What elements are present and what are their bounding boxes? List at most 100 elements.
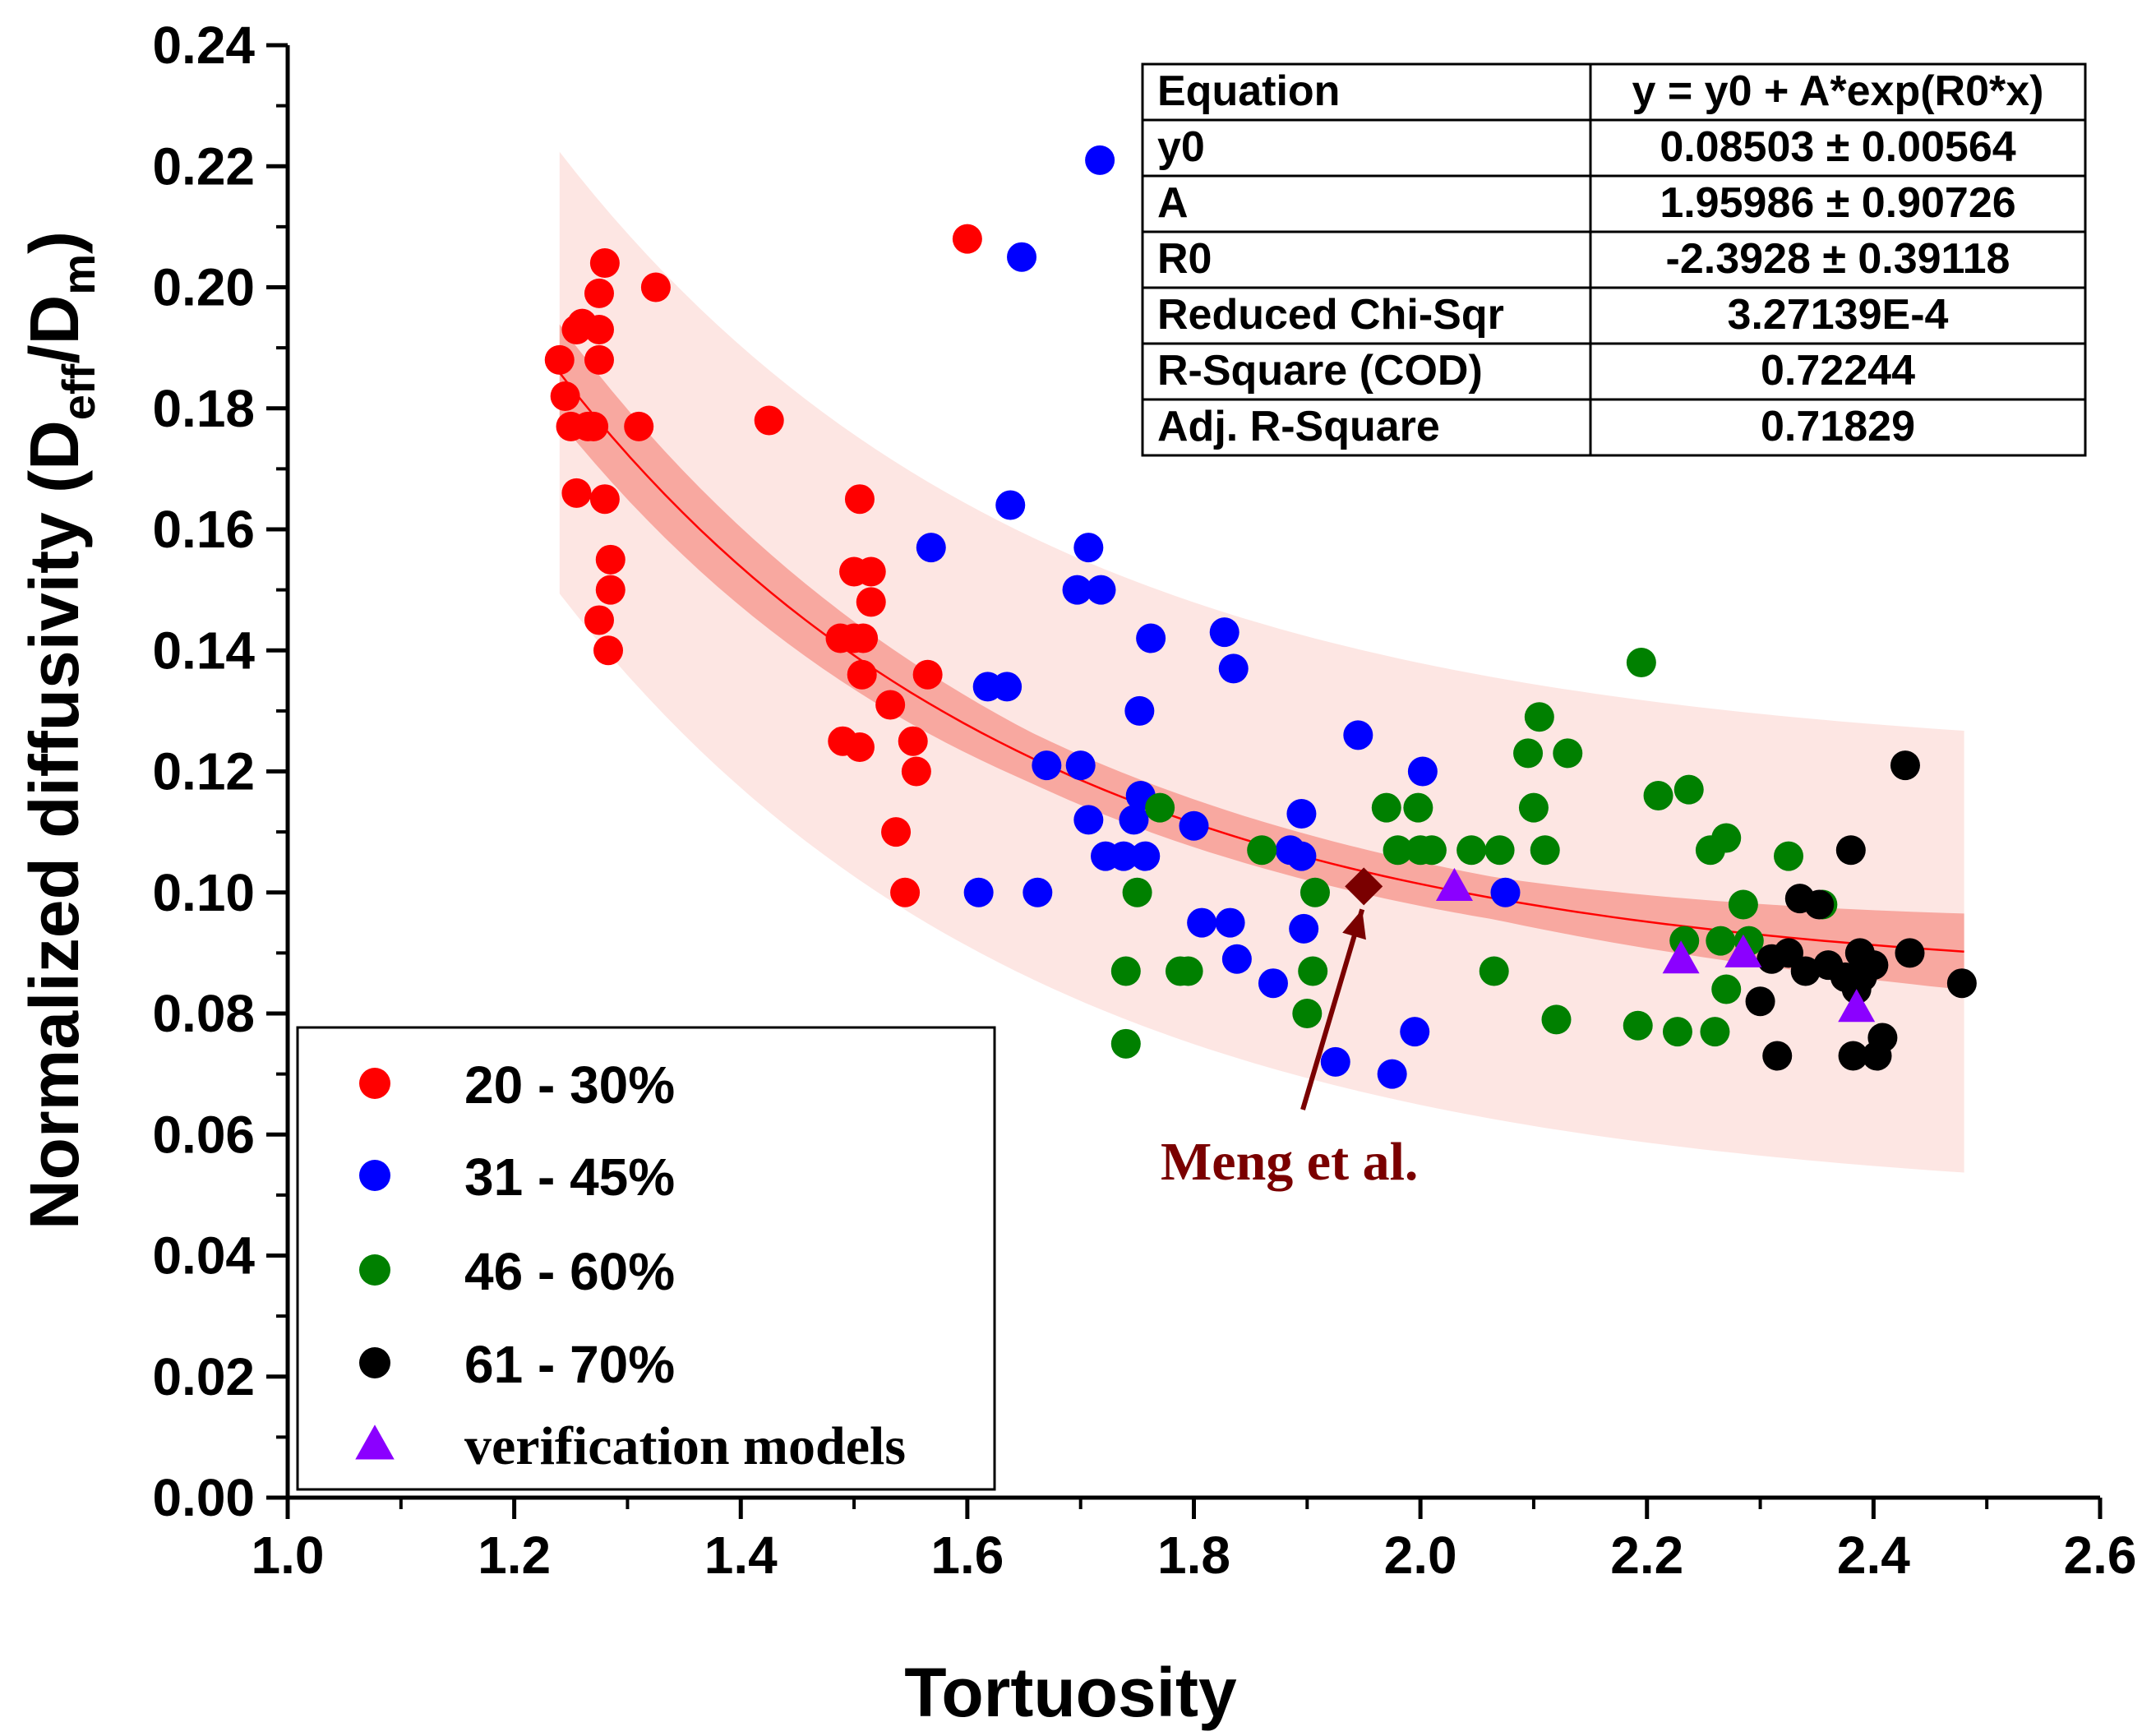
data-point <box>550 381 580 412</box>
data-point <box>898 726 928 756</box>
data-point <box>912 659 943 690</box>
data-point <box>1130 841 1161 871</box>
fit-table-value: 0.72244 <box>1761 347 1915 395</box>
data-point <box>1541 1004 1572 1035</box>
y-title-mid: /D <box>16 295 93 364</box>
x-tick-label: 1.6 <box>930 1526 1004 1585</box>
data-point <box>844 484 875 515</box>
axes: 1.0 1.2 1.4 1.6 1.8 2.0 2.2 2.4 2.6 0.00 0.02 0.04 0… <box>16 16 2136 1731</box>
data-point <box>754 405 784 436</box>
data-point <box>1711 974 1742 1004</box>
triangle-point <box>1435 867 1473 901</box>
y-title-sub-eff: eff <box>53 363 104 420</box>
data-point <box>1286 841 1317 871</box>
fit-table-key: Equation <box>1157 67 1340 115</box>
data-point <box>1124 695 1155 726</box>
y-tick-label: 0.14 <box>152 621 255 680</box>
legend: 20 - 30% 31 - 45% 46 - 60% 61 - 70% verifica… <box>296 1026 996 1491</box>
data-point <box>995 490 1026 520</box>
y-tick-label: 0.08 <box>152 984 255 1043</box>
data-point <box>1530 835 1560 866</box>
data-point <box>1122 877 1152 907</box>
data-point <box>1298 956 1328 986</box>
data-point <box>1110 956 1141 986</box>
annotation-label: Meng et al. <box>1161 1132 1418 1192</box>
data-point <box>1553 738 1583 769</box>
x-tick-label: 1.2 <box>478 1526 551 1585</box>
y-tick-label: 0.24 <box>152 16 255 75</box>
data-point <box>1073 533 1104 563</box>
data-point <box>1215 907 1245 938</box>
data-point <box>1377 1059 1407 1089</box>
legend-circle-icon <box>359 1068 390 1099</box>
fit-table-key: R-Square (COD) <box>1157 347 1483 395</box>
x-tick-label: 2.4 <box>1837 1526 1910 1585</box>
data-point <box>1513 738 1544 769</box>
data-point <box>916 533 946 563</box>
x-tick-label: 2.6 <box>2064 1526 2137 1585</box>
data-point <box>1383 835 1413 866</box>
data-point <box>1258 968 1288 999</box>
data-point <box>1032 750 1062 781</box>
legend-item: verification models <box>355 1416 906 1476</box>
fit-table-value: 0.08503 ± 0.00564 <box>1660 123 2015 171</box>
data-point <box>584 278 614 308</box>
data-point <box>1407 756 1438 787</box>
data-point <box>963 877 994 907</box>
legend-item: 31 - 45% <box>359 1147 675 1207</box>
data-point <box>1524 702 1554 732</box>
fit-table-key: A <box>1157 179 1189 227</box>
data-point <box>595 575 626 605</box>
fit-table-key: Adj. R-Square <box>1157 403 1440 450</box>
data-point <box>1700 1017 1730 1047</box>
data-point <box>1292 999 1323 1028</box>
data-point <box>1662 1017 1692 1047</box>
data-point <box>856 587 886 617</box>
data-point <box>1706 926 1736 956</box>
y-tick-label: 0.18 <box>152 379 255 438</box>
x-tick-label: 2.0 <box>1384 1526 1457 1585</box>
data-point <box>1110 1028 1141 1059</box>
data-point <box>875 690 906 720</box>
data-point <box>1289 913 1319 944</box>
data-point <box>624 411 654 441</box>
data-point <box>1643 780 1673 810</box>
x-tick-label: 1.4 <box>704 1526 778 1585</box>
data-point <box>1867 1023 1898 1053</box>
data-point <box>579 411 609 441</box>
y-tick-label: 0.04 <box>152 1226 255 1286</box>
y-axis-title: Normalized diffusivity (Deff/Dm) <box>16 231 104 1230</box>
data-point <box>595 544 626 575</box>
y-tick-label: 0.22 <box>152 136 255 196</box>
data-point <box>848 623 879 653</box>
fit-table-value: y = y0 + A*exp(R0*x) <box>1632 67 2043 115</box>
data-point <box>1790 956 1821 986</box>
data-point <box>1286 799 1317 829</box>
data-point <box>1835 835 1866 866</box>
data-point <box>1300 877 1330 907</box>
data-point <box>584 344 614 375</box>
series-0 <box>544 224 982 907</box>
data-point <box>881 817 912 847</box>
annotation-diamond <box>1345 867 1383 906</box>
data-point <box>1179 810 1209 841</box>
fit-table-frame <box>1141 62 2087 457</box>
data-point <box>1218 653 1249 684</box>
data-point <box>1086 575 1116 605</box>
series-2 <box>1110 647 1838 1059</box>
data-point <box>1626 647 1656 677</box>
data-point <box>1416 835 1447 866</box>
data-point <box>589 248 620 279</box>
data-point <box>1838 1041 1868 1071</box>
fit-table-key: R0 <box>1157 235 1212 283</box>
legend-circle-icon <box>359 1160 390 1191</box>
data-points <box>544 145 1977 1089</box>
legend-item: 20 - 30% <box>359 1055 675 1115</box>
annotation-arrow-head <box>1342 909 1366 940</box>
data-point <box>1890 750 1920 781</box>
data-point <box>1343 720 1373 750</box>
y-tick-label: 0.00 <box>152 1468 255 1527</box>
legend-frame <box>296 1026 996 1491</box>
data-point <box>1109 841 1139 871</box>
